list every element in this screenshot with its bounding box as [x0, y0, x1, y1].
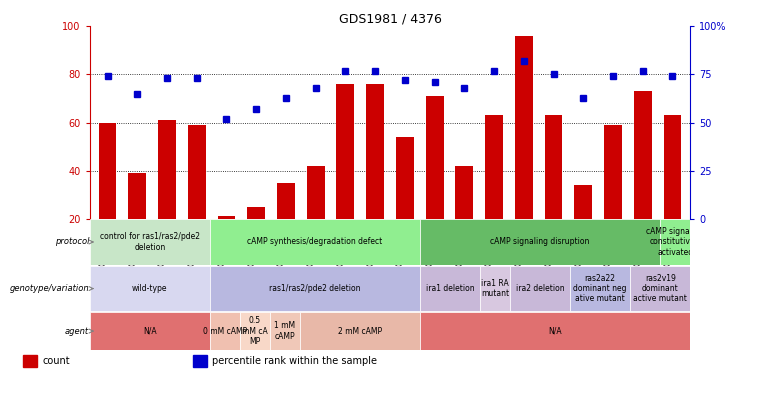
Text: 0 mM cAMP: 0 mM cAMP: [203, 326, 247, 336]
Text: cAMP signaling disruption: cAMP signaling disruption: [491, 237, 590, 247]
Bar: [664, 115, 682, 219]
Text: cAMP synthesis/degradation defect: cAMP synthesis/degradation defect: [247, 237, 382, 247]
Bar: [158, 120, 176, 219]
Bar: [456, 166, 473, 219]
Bar: [367, 84, 384, 219]
Bar: [277, 183, 295, 219]
Text: agent: agent: [65, 326, 89, 336]
Bar: [240, 312, 270, 350]
Bar: [604, 125, 622, 219]
Text: 2 mM cAMP: 2 mM cAMP: [338, 326, 382, 336]
Text: genotype/variation: genotype/variation: [9, 284, 89, 293]
Bar: [630, 266, 690, 311]
Text: ira1 deletion: ira1 deletion: [426, 284, 474, 293]
Bar: [210, 312, 240, 350]
Text: percentile rank within the sample: percentile rank within the sample: [212, 356, 378, 366]
Bar: [480, 266, 510, 311]
Bar: [515, 36, 533, 219]
Text: 0.5
mM cA
MP: 0.5 mM cA MP: [242, 316, 268, 346]
Bar: [510, 266, 570, 311]
Bar: [485, 115, 503, 219]
Bar: [98, 122, 116, 219]
Bar: [420, 312, 690, 350]
Text: protocol: protocol: [55, 237, 89, 247]
Text: ras2v19
dominant
active mutant: ras2v19 dominant active mutant: [633, 274, 687, 303]
Title: GDS1981 / 4376: GDS1981 / 4376: [339, 12, 441, 25]
Bar: [23, 355, 37, 367]
Bar: [574, 185, 592, 219]
Text: control for ras1/ras2/pde2
deletion: control for ras1/ras2/pde2 deletion: [100, 232, 200, 252]
Bar: [188, 125, 206, 219]
Text: count: count: [43, 356, 70, 366]
Text: ira1 RA
mutant: ira1 RA mutant: [481, 279, 509, 298]
Text: ras1/ras2/pde2 deletion: ras1/ras2/pde2 deletion: [269, 284, 360, 293]
Bar: [420, 266, 480, 311]
Bar: [90, 219, 210, 265]
Bar: [210, 219, 420, 265]
Text: 1 mM
cAMP: 1 mM cAMP: [275, 322, 296, 341]
Bar: [193, 355, 207, 367]
Bar: [270, 312, 300, 350]
Bar: [129, 173, 146, 219]
Text: cAMP signaling
constitutively
activated: cAMP signaling constitutively activated: [647, 227, 704, 257]
Bar: [634, 91, 651, 219]
Bar: [396, 137, 413, 219]
Text: N/A: N/A: [548, 326, 562, 336]
Bar: [426, 96, 444, 219]
Bar: [336, 84, 354, 219]
Bar: [218, 216, 236, 219]
Text: ras2a22
dominant neg
ative mutant: ras2a22 dominant neg ative mutant: [573, 274, 627, 303]
Bar: [660, 219, 690, 265]
Bar: [300, 312, 420, 350]
Bar: [420, 219, 660, 265]
Bar: [247, 207, 265, 219]
Bar: [544, 115, 562, 219]
Bar: [570, 266, 630, 311]
Bar: [307, 166, 324, 219]
Bar: [90, 266, 210, 311]
Text: wild-type: wild-type: [132, 284, 168, 293]
Text: N/A: N/A: [143, 326, 157, 336]
Bar: [90, 312, 210, 350]
Text: ira2 deletion: ira2 deletion: [516, 284, 565, 293]
Bar: [210, 266, 420, 311]
